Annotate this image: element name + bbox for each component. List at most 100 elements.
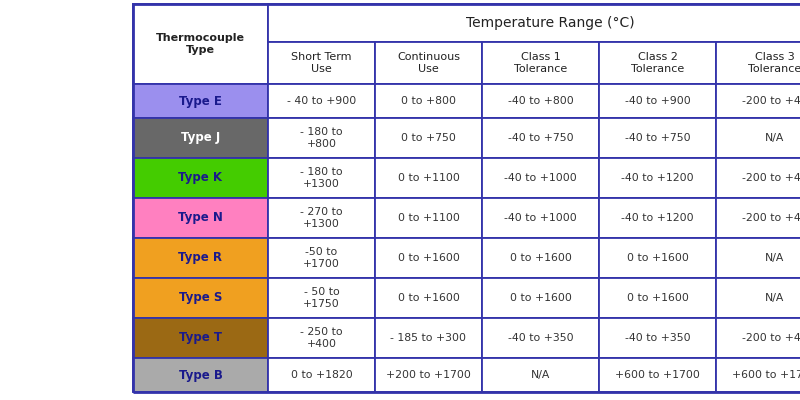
- Bar: [133, 4, 800, 392]
- Text: 0 to +1100: 0 to +1100: [398, 213, 459, 223]
- Bar: [482, 358, 599, 392]
- Bar: [133, 4, 268, 84]
- Text: Type E: Type E: [179, 94, 222, 108]
- Bar: [716, 158, 800, 198]
- Text: -200 to +40: -200 to +40: [742, 333, 800, 343]
- Bar: [133, 318, 268, 358]
- Text: Temperature Range (°C): Temperature Range (°C): [466, 16, 635, 30]
- Text: Type K: Type K: [178, 172, 222, 184]
- Text: +200 to +1700: +200 to +1700: [386, 370, 471, 380]
- Bar: [133, 198, 268, 238]
- Bar: [133, 84, 268, 118]
- Text: - 50 to
+1750: - 50 to +1750: [303, 287, 340, 309]
- Bar: [268, 118, 375, 158]
- Bar: [482, 158, 599, 198]
- Text: -40 to +350: -40 to +350: [625, 333, 690, 343]
- Text: -40 to +1000: -40 to +1000: [504, 173, 577, 183]
- Text: -40 to +1200: -40 to +1200: [621, 213, 694, 223]
- Text: Type J: Type J: [181, 132, 220, 144]
- Text: -200 to +40: -200 to +40: [742, 173, 800, 183]
- Bar: [268, 238, 375, 278]
- Bar: [375, 238, 482, 278]
- Text: -40 to +900: -40 to +900: [625, 96, 690, 106]
- Bar: [599, 318, 716, 358]
- Text: 0 to +1600: 0 to +1600: [398, 253, 459, 263]
- Bar: [599, 238, 716, 278]
- Text: - 270 to
+1300: - 270 to +1300: [300, 207, 343, 229]
- Bar: [268, 84, 375, 118]
- Bar: [599, 358, 716, 392]
- Bar: [268, 158, 375, 198]
- Bar: [716, 318, 800, 358]
- Text: N/A: N/A: [531, 370, 550, 380]
- Text: -40 to +750: -40 to +750: [625, 133, 690, 143]
- Text: Type R: Type R: [178, 252, 222, 264]
- Bar: [375, 198, 482, 238]
- Bar: [268, 42, 375, 84]
- Bar: [482, 318, 599, 358]
- Bar: [375, 158, 482, 198]
- Text: 0 to +1820: 0 to +1820: [290, 370, 352, 380]
- Text: Class 3
Tolerance: Class 3 Tolerance: [748, 52, 800, 74]
- Text: 0 to +1600: 0 to +1600: [626, 253, 689, 263]
- Text: 0 to +1600: 0 to +1600: [510, 293, 571, 303]
- Text: -40 to +1000: -40 to +1000: [504, 213, 577, 223]
- Bar: [716, 118, 800, 158]
- Text: 0 to +1600: 0 to +1600: [626, 293, 689, 303]
- Bar: [482, 198, 599, 238]
- Text: 0 to +1600: 0 to +1600: [510, 253, 571, 263]
- Text: 0 to +1100: 0 to +1100: [398, 173, 459, 183]
- Bar: [482, 42, 599, 84]
- Bar: [268, 358, 375, 392]
- Text: Type N: Type N: [178, 212, 223, 224]
- Text: -40 to +750: -40 to +750: [508, 133, 574, 143]
- Text: Type B: Type B: [178, 368, 222, 382]
- Text: Class 1
Tolerance: Class 1 Tolerance: [514, 52, 567, 74]
- Bar: [133, 118, 268, 158]
- Bar: [716, 358, 800, 392]
- Text: Thermocouple
Type: Thermocouple Type: [156, 33, 245, 55]
- Text: Type T: Type T: [179, 332, 222, 344]
- Text: - 180 to
+800: - 180 to +800: [300, 127, 343, 149]
- Bar: [268, 4, 800, 42]
- Text: 0 to +800: 0 to +800: [401, 96, 456, 106]
- Bar: [268, 318, 375, 358]
- Bar: [599, 84, 716, 118]
- Text: -40 to +800: -40 to +800: [508, 96, 574, 106]
- Bar: [482, 238, 599, 278]
- Bar: [716, 278, 800, 318]
- Bar: [716, 238, 800, 278]
- Text: 0 to +1600: 0 to +1600: [398, 293, 459, 303]
- Text: - 40 to +900: - 40 to +900: [287, 96, 356, 106]
- Bar: [375, 278, 482, 318]
- Bar: [599, 118, 716, 158]
- Bar: [599, 198, 716, 238]
- Text: N/A: N/A: [765, 253, 784, 263]
- Text: Short Term
Use: Short Term Use: [291, 52, 352, 74]
- Text: 0 to +750: 0 to +750: [401, 133, 456, 143]
- Text: -40 to +350: -40 to +350: [508, 333, 574, 343]
- Bar: [268, 278, 375, 318]
- Text: +600 to +1700: +600 to +1700: [732, 370, 800, 380]
- Bar: [599, 158, 716, 198]
- Bar: [482, 84, 599, 118]
- Bar: [716, 42, 800, 84]
- Text: - 180 to
+1300: - 180 to +1300: [300, 167, 343, 189]
- Bar: [268, 198, 375, 238]
- Bar: [599, 42, 716, 84]
- Bar: [375, 84, 482, 118]
- Text: Continuous
Use: Continuous Use: [397, 52, 460, 74]
- Text: -200 to +40: -200 to +40: [742, 96, 800, 106]
- Bar: [375, 118, 482, 158]
- Bar: [716, 84, 800, 118]
- Text: N/A: N/A: [765, 133, 784, 143]
- Bar: [599, 278, 716, 318]
- Bar: [375, 358, 482, 392]
- Text: -50 to
+1700: -50 to +1700: [303, 247, 340, 269]
- Bar: [133, 238, 268, 278]
- Bar: [482, 278, 599, 318]
- Text: N/A: N/A: [765, 293, 784, 303]
- Bar: [133, 158, 268, 198]
- Text: Type S: Type S: [179, 292, 222, 304]
- Text: -200 to +40: -200 to +40: [742, 213, 800, 223]
